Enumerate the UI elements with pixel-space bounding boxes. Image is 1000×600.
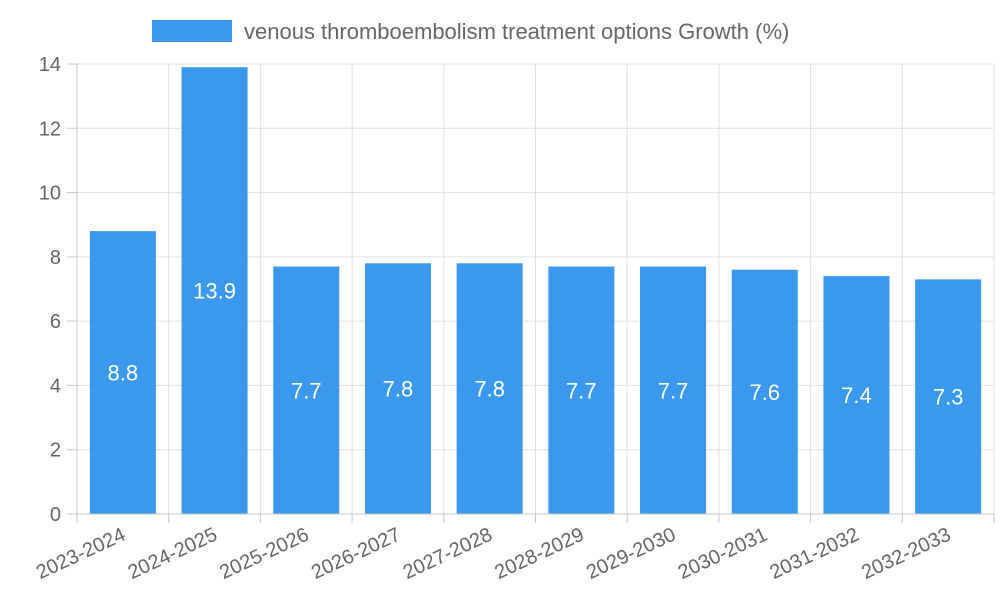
bar[interactable]	[823, 276, 890, 514]
bar-value-label: 7.6	[749, 380, 780, 405]
bar-value-label: 7.8	[383, 377, 414, 402]
bar-value-label: 13.9	[193, 279, 236, 304]
bar[interactable]	[181, 67, 248, 514]
x-tick-label: 2031-2032	[767, 524, 863, 584]
legend-swatch	[152, 20, 232, 42]
legend[interactable]: venous thromboembolism treatment options…	[152, 19, 789, 44]
bar[interactable]	[915, 279, 982, 514]
data-labels: 8.8 13.9 7.7 7.8 7.8 7.7 7.7 7.6 7.4 7.3	[108, 279, 964, 410]
legend-label: venous thromboembolism treatment options…	[244, 19, 789, 44]
x-tick-label: 2023-2024	[33, 524, 129, 584]
x-axis-ticks: 2023-20242024-20252025-20262026-20272027…	[33, 514, 995, 584]
bar-value-label: 7.4	[841, 383, 872, 408]
bars	[89, 67, 982, 515]
bar[interactable]	[456, 263, 523, 514]
y-tick-label: 14	[39, 54, 61, 76]
x-tick-label: 2030-2031	[675, 524, 771, 584]
bar-value-label: 7.8	[474, 377, 505, 402]
bar-value-label: 7.7	[658, 378, 689, 403]
y-tick-label: 12	[39, 118, 61, 140]
y-tick-label: 8	[50, 247, 61, 269]
x-tick-label: 2029-2030	[583, 524, 679, 584]
x-tick-label: 2032-2033	[858, 524, 954, 584]
bar[interactable]	[364, 263, 431, 514]
y-tick-label: 6	[50, 311, 61, 333]
x-tick-label: 2025-2026	[216, 524, 312, 584]
y-tick-label: 2	[50, 440, 61, 462]
bar-value-label: 7.7	[566, 378, 597, 403]
bar[interactable]	[640, 266, 707, 515]
x-tick-label: 2028-2029	[491, 524, 587, 584]
bar-value-label: 7.3	[933, 385, 964, 410]
x-tick-label: 2026-2027	[308, 524, 404, 584]
bar[interactable]	[273, 266, 340, 515]
bar[interactable]	[548, 266, 615, 515]
x-tick-label: 2027-2028	[400, 524, 496, 584]
bar[interactable]	[89, 231, 156, 514]
x-tick-label: 2024-2025	[125, 524, 221, 584]
y-tick-label: 4	[50, 375, 61, 397]
y-tick-label: 0	[50, 504, 61, 526]
bar-value-label: 8.8	[108, 361, 139, 386]
bar-value-label: 7.7	[291, 378, 322, 403]
y-axis-ticks: 0 2 4 6 8 10 12 14	[39, 54, 77, 526]
y-tick-label: 10	[39, 183, 61, 205]
bar[interactable]	[731, 269, 798, 514]
